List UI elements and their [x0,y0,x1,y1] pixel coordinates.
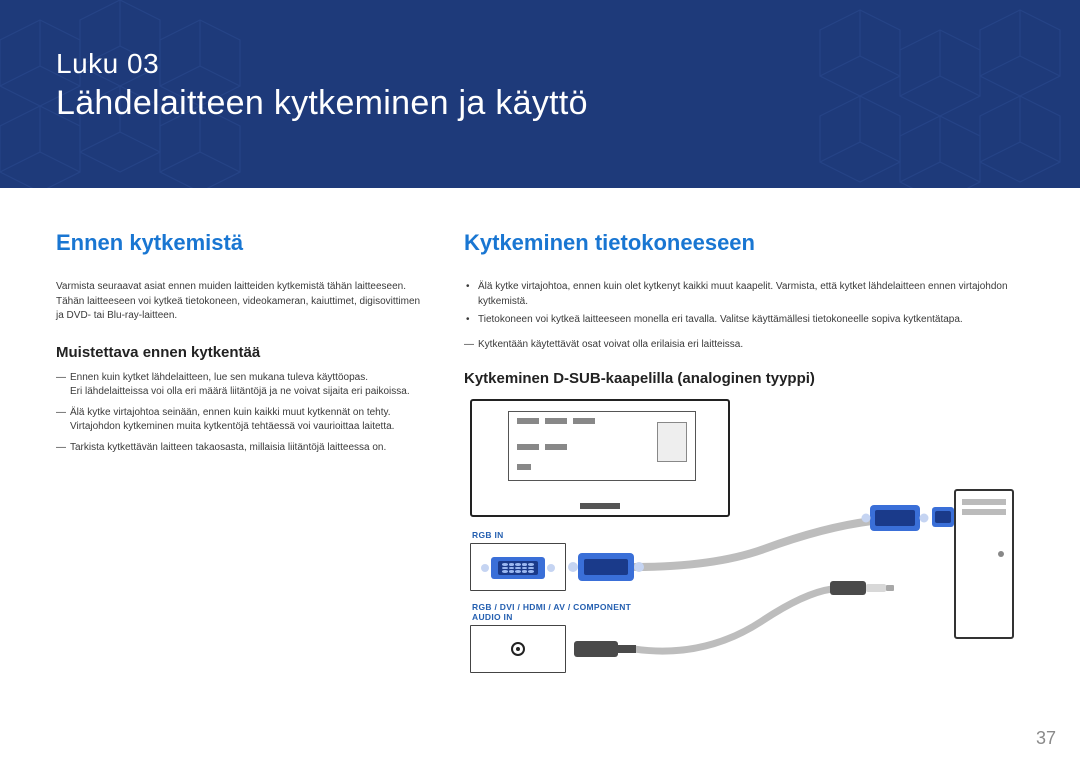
chapter-number: Luku 03 [56,48,1024,80]
list-item: Kytkentään käytettävät osat voivat olla … [464,338,1024,353]
list-item-sub: Eri lähdelaitteissa voi olla eri määrä l… [70,385,426,400]
checkpoint-list: Ennen kuin kytket lähdelaitteen, lue sen… [56,371,426,456]
list-item: Tietokoneen voi kytkeä laitteeseen monel… [464,313,1024,328]
list-item: Tarkista kytkettävän laitteen takaosasta… [56,441,426,456]
section-heading-connect-pc: Kytkeminen tietokoneeseen [464,230,1024,256]
list-item-sub: Virtajohdon kytkeminen muita kytkentöjä … [70,420,426,435]
section-heading-before-connecting: Ennen kytkemistä [56,230,426,256]
warning-list: Älä kytke virtajohtoa, ennen kuin olet k… [464,280,1024,328]
connection-diagram: RGB IN RGB / DVI / HDMI / AV / COMPONENT… [464,399,1024,709]
list-item-main: Älä kytke virtajohtoa seinään, ennen kui… [70,407,391,418]
left-column: Ennen kytkemistä Varmista seuraavat asia… [56,230,426,709]
list-item-main: Ennen kuin kytket lähdelaitteen, lue sen… [70,372,368,383]
list-item: Älä kytke virtajohtoa, ennen kuin olet k… [464,280,1024,309]
page-number: 37 [1036,728,1056,749]
chapter-banner: Luku 03 Lähdelaitteen kytkeminen ja käyt… [0,0,1080,188]
right-column: Kytkeminen tietokoneeseen Älä kytke virt… [464,230,1024,709]
page-content: Ennen kytkemistä Varmista seuraavat asia… [0,188,1080,709]
list-item: Ennen kuin kytket lähdelaitteen, lue sen… [56,371,426,400]
note-list: Kytkentään käytettävät osat voivat olla … [464,338,1024,353]
list-item: Älä kytke virtajohtoa seinään, ennen kui… [56,406,426,435]
subsection-heading-dsub: Kytkeminen D-SUB-kaapelilla (analoginen … [464,370,1024,387]
cable-diagram-icon [464,399,1024,709]
list-item-main: Tarkista kytkettävän laitteen takaosasta… [70,442,386,453]
intro-paragraph: Varmista seuraavat asiat ennen muiden la… [56,280,426,324]
subsection-heading-checkpoints: Muistettava ennen kytkentää [56,344,426,361]
chapter-title: Lähdelaitteen kytkeminen ja käyttö [56,84,1024,123]
